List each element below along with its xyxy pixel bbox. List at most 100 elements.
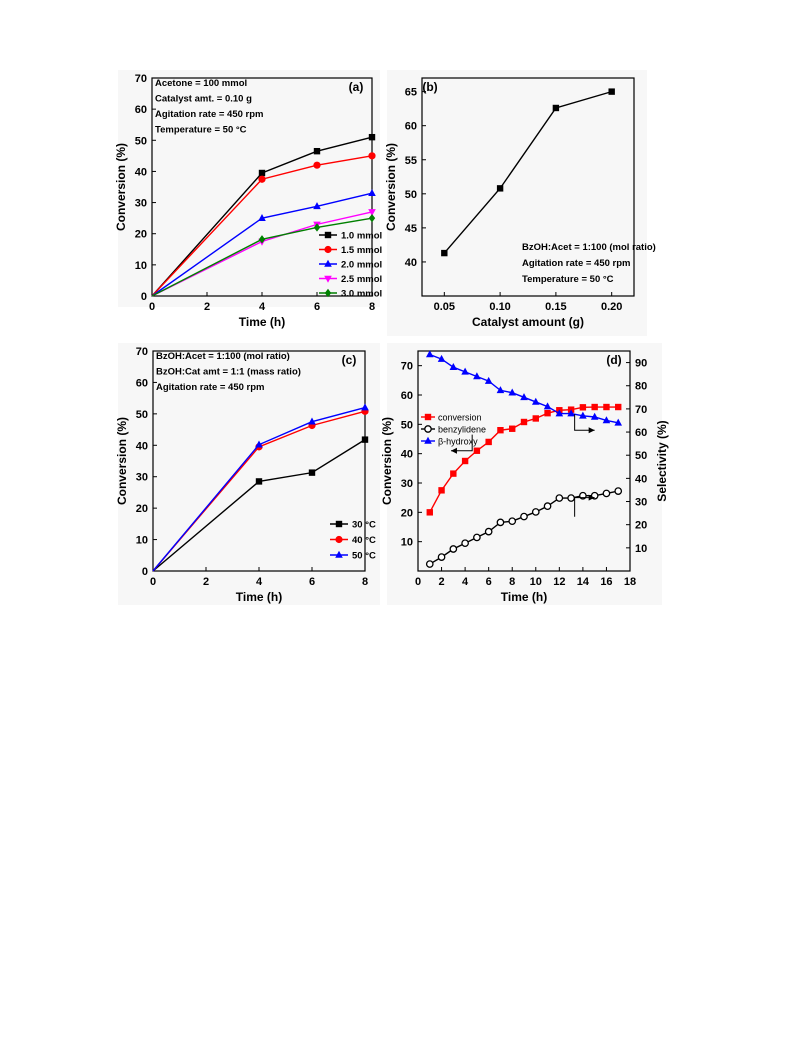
series-3-0-mmol [151, 213, 376, 297]
y-tick-label: 20 [135, 229, 147, 241]
y-right-tick-label: 80 [635, 381, 647, 393]
data-point [461, 367, 469, 375]
data-point [255, 478, 263, 485]
data-point [258, 169, 266, 177]
data-point [438, 487, 445, 494]
y-tick-label: 70 [135, 73, 147, 85]
x-tick-label: 6 [314, 301, 320, 313]
data-point [496, 185, 504, 192]
data-point [361, 436, 369, 443]
legend-label: β-hydroxy [438, 437, 478, 447]
right-axis-arrow-2 [574, 497, 595, 517]
data-point [368, 189, 376, 197]
data-point [461, 457, 469, 465]
chart-panel-c: 0 2 4 6 8 0 10 20 30 40 50 60 70 Time (h) Conversion (… [115, 343, 380, 605]
data-point [313, 161, 321, 169]
legend-marker [335, 520, 343, 528]
x-tick-label: 0 [150, 576, 156, 588]
data-point [485, 438, 492, 446]
y-right-tick-label: 90 [635, 358, 647, 370]
legend-label: 3.0 mmol [341, 289, 382, 300]
legend-label: conversion [438, 413, 482, 423]
series-line [151, 155, 373, 297]
data-point [497, 427, 504, 434]
annotation-text: Agitation rate = 450 rpm [522, 258, 631, 269]
legend-marker [424, 425, 432, 433]
data-point [258, 235, 266, 244]
y-tick-label: 20 [401, 507, 413, 519]
y-tick-label: 40 [136, 440, 148, 452]
legend-marker [324, 288, 332, 298]
chart-panel-b: 0.05 0.10 0.15 0.20 40 45 50 55 60 65 Catalyst amo… [384, 70, 656, 336]
y-tick-label: 0 [141, 291, 147, 303]
x-tick-label: 4 [256, 576, 263, 588]
legend-label: 1.5 mmol [341, 245, 382, 256]
legend-marker [335, 535, 343, 544]
series-2-0-mmol [151, 189, 376, 297]
annotation-text: Temperature = 50 °C [522, 274, 614, 285]
data-point [308, 469, 316, 476]
panel-background [387, 343, 662, 605]
x-axis-title: Catalyst amount (g) [472, 315, 584, 329]
data-point [450, 470, 457, 477]
data-point [473, 533, 481, 542]
x-tick-label: 8 [369, 301, 375, 313]
legend-label: 50 °C [352, 551, 376, 562]
y-tick-label: 70 [136, 346, 148, 358]
legend-item: 2.5 mmol [319, 274, 382, 285]
data-point [313, 147, 321, 155]
x-axis-title: Time (h) [236, 590, 282, 604]
left-axis-arrow [450, 434, 473, 452]
data-point [258, 213, 266, 221]
series-line [152, 406, 366, 572]
data-point [531, 508, 540, 516]
data-point [473, 372, 481, 380]
legend-marker [335, 550, 343, 558]
data-point [608, 88, 615, 95]
series-line [443, 90, 612, 254]
y-tick-label: 60 [401, 390, 413, 402]
data-point [437, 553, 446, 561]
y-tick-label: 50 [401, 419, 413, 431]
data-point [591, 403, 598, 411]
data-point [449, 545, 458, 553]
legend-item: β-hydroxy [421, 437, 478, 447]
data-point [579, 404, 587, 411]
data-point [567, 409, 575, 417]
annotation-text: Temperature = 50 °C [155, 125, 247, 136]
x-tick-label: 8 [362, 576, 368, 588]
data-point [368, 152, 376, 160]
x-tick-label: 2 [203, 576, 209, 588]
data-point [567, 494, 575, 502]
data-point [258, 175, 266, 183]
data-point [602, 489, 611, 498]
legend-label: benzylidene [438, 425, 486, 435]
y-right-tick-label: 10 [635, 543, 647, 555]
panel-letter: (c) [342, 353, 357, 367]
y-tick-label: 10 [401, 537, 413, 549]
data-point [437, 354, 446, 362]
right-axis-arrowhead [588, 427, 595, 434]
legend-label: 30 °C [352, 520, 376, 531]
y-tick-label: 10 [136, 535, 148, 547]
left-axis-arrowhead [450, 447, 457, 454]
data-point [255, 440, 263, 448]
data-point [461, 539, 469, 548]
data-point [484, 527, 493, 536]
data-point [520, 418, 528, 426]
y-tick-label: 65 [405, 87, 417, 99]
x-tick-label: 10 [530, 576, 542, 588]
series-line [152, 410, 366, 572]
data-point [496, 518, 505, 527]
y-tick-label: 40 [135, 166, 147, 178]
legend-item: 1.0 mmol [319, 231, 382, 242]
data-point [543, 502, 552, 511]
panel-letter: (b) [422, 80, 437, 94]
legend-item: conversion [421, 413, 482, 423]
series-line [151, 217, 373, 297]
data-point [579, 411, 587, 419]
series-line [152, 439, 366, 572]
x-tick-label: 4 [259, 301, 266, 313]
x-tick-label: 18 [624, 576, 636, 588]
series-0 [441, 88, 615, 257]
